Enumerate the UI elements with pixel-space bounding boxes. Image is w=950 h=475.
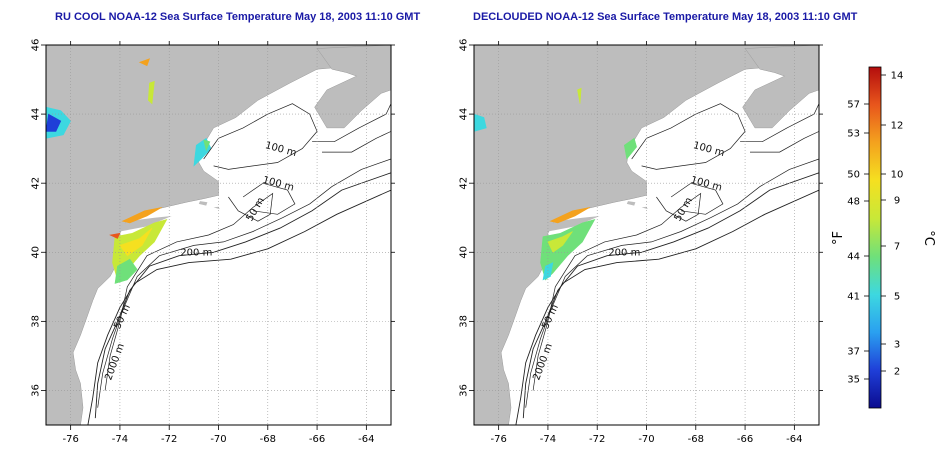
- lon-tick-label: -70: [638, 434, 654, 445]
- lat-tick-label: 38: [458, 315, 469, 328]
- sst-patch: [549, 207, 590, 224]
- sst-patch: [121, 207, 162, 224]
- contour-label: 200 m: [608, 248, 640, 259]
- lat-tick-label: 46: [31, 39, 42, 52]
- celsius-tick-label: 2: [894, 367, 900, 378]
- land-marthas-vineyard: [198, 201, 208, 206]
- bathymetry-contour: [94, 172, 391, 419]
- land-long-island: [119, 216, 172, 232]
- right-panel-title: DECLOUDED NOAA-12 Sea Surface Temperatur…: [473, 11, 858, 23]
- bathymetry-contour: [522, 172, 819, 419]
- lon-tick-label: -74: [540, 434, 556, 445]
- lon-tick-label: -64: [786, 434, 802, 445]
- fahrenheit-tick-label: 57: [847, 100, 860, 111]
- sst-patch: [474, 113, 487, 132]
- bathymetry-contour: [525, 158, 819, 408]
- celsius-tick-label: 12: [891, 121, 904, 132]
- land-nantucket: [213, 206, 220, 210]
- colorbar-gradient: [868, 66, 882, 409]
- sst-patch: [46, 113, 62, 132]
- lon-tick-label: -68: [688, 434, 704, 445]
- lat-tick-label: 36: [458, 384, 469, 397]
- lon-tick-label: -76: [490, 434, 506, 445]
- sst-patch: [203, 139, 211, 152]
- bathymetry-contour: [87, 189, 391, 425]
- celsius-tick-label: 10: [891, 170, 904, 181]
- celsius-tick-label: 9: [894, 196, 900, 207]
- fahrenheit-tick-label: 50: [847, 170, 860, 181]
- sst-patch: [119, 227, 153, 257]
- sst-patch: [147, 80, 155, 105]
- lon-tick-label: -64: [358, 434, 374, 445]
- fahrenheit-tick-label: 48: [847, 197, 860, 208]
- lat-tick-label: 40: [458, 246, 469, 259]
- lon-tick-label: -68: [260, 434, 276, 445]
- lon-tick-label: -66: [737, 434, 753, 445]
- fahrenheit-tick-label: 37: [847, 347, 860, 358]
- lat-tick-label: 44: [458, 108, 469, 121]
- sst-patch: [109, 232, 121, 239]
- lon-tick-label: -72: [589, 434, 605, 445]
- fahrenheit-tick-label: 35: [847, 375, 860, 386]
- bathymetry-contour: [97, 158, 391, 408]
- lat-tick-label: 42: [30, 177, 41, 190]
- land-nova-scotia: [314, 45, 391, 129]
- lat-tick-label: 46: [459, 39, 470, 52]
- lat-tick-label: 36: [30, 384, 41, 397]
- fahrenheit-tick-label: 41: [847, 292, 860, 303]
- sst-patch: [540, 219, 596, 281]
- celsius-tick-label: 7: [894, 242, 900, 253]
- sst-patch: [138, 58, 150, 67]
- bathymetry-contour: [322, 131, 391, 153]
- bathymetry-contour: [242, 182, 296, 215]
- contour-label: 200 m: [180, 248, 212, 259]
- sst-patch: [547, 231, 573, 253]
- lon-tick-label: -72: [161, 434, 177, 445]
- land-nantucket: [641, 206, 648, 210]
- sst-patch: [623, 137, 637, 160]
- celsius-tick-label: 14: [891, 71, 904, 82]
- lon-tick-label: -76: [62, 434, 78, 445]
- celsius-tick-label: 3: [894, 340, 900, 351]
- lon-tick-label: -66: [309, 434, 325, 445]
- bathymetry-contour: [670, 182, 724, 215]
- fahrenheit-axis-label: °F: [831, 231, 846, 245]
- lon-tick-label: -70: [210, 434, 226, 445]
- lat-tick-label: 40: [30, 246, 41, 259]
- celsius-tick-label: 5: [894, 292, 900, 303]
- bathymetry-contour: [203, 103, 318, 170]
- bathymetry-contour: [532, 192, 702, 391]
- lat-tick-label: 38: [30, 315, 41, 328]
- bathymetry-contour: [631, 103, 746, 170]
- land-nova-scotia: [742, 45, 819, 129]
- lat-tick-label: 44: [30, 108, 41, 121]
- bathymetry-contour: [312, 103, 391, 143]
- lat-tick-label: 42: [458, 177, 469, 190]
- sst-patch: [114, 258, 138, 284]
- celsius-axis-label: °C: [921, 230, 936, 246]
- lon-tick-label: -74: [112, 434, 128, 445]
- bathymetry-contour: [750, 131, 819, 153]
- bathymetry-contour: [515, 189, 819, 425]
- land-marthas-vineyard: [626, 201, 636, 206]
- sst-patch: [577, 87, 582, 104]
- fahrenheit-tick-label: 53: [847, 129, 860, 140]
- left-panel-title: RU COOL NOAA-12 Sea Surface Temperature …: [55, 11, 421, 23]
- land-long-island: [547, 216, 600, 232]
- sst-patch: [542, 262, 554, 281]
- bathymetry-contour: [740, 103, 819, 143]
- bathymetry-contour: [104, 192, 274, 391]
- fahrenheit-tick-label: 44: [847, 252, 860, 263]
